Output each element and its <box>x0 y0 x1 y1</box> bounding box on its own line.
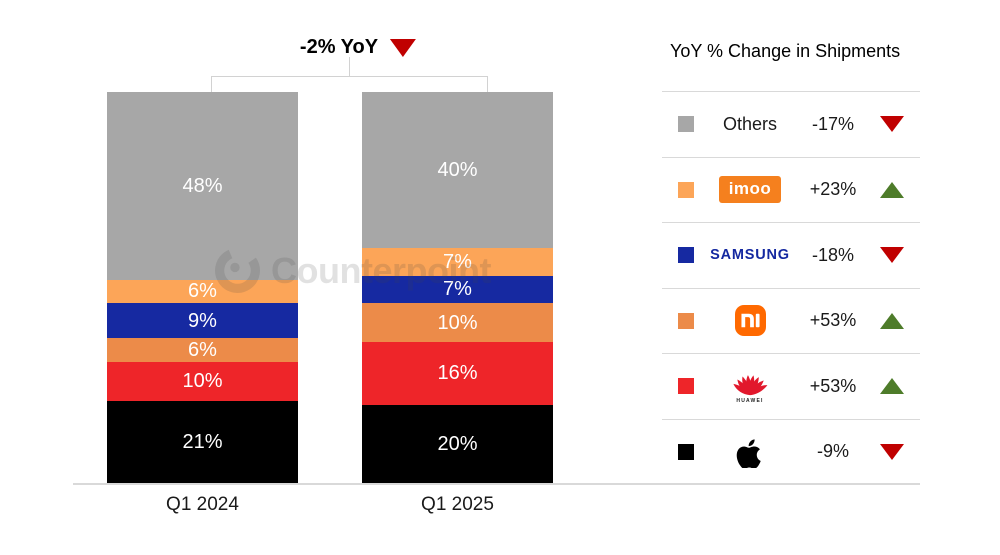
legend-row-others: Others -17% <box>662 91 920 157</box>
bar-segment-value: 7% <box>443 251 472 274</box>
bar-segment-apple: 21% <box>107 400 298 483</box>
bar-segment-value: 16% <box>437 362 478 385</box>
bar-segment-xiaomi: 6% <box>107 338 298 362</box>
huawei-logo: HUAWEI <box>732 369 768 404</box>
legend-swatch-samsung <box>678 247 694 264</box>
yoy-bracket-stub <box>349 57 350 76</box>
bar-segment-value: 10% <box>437 311 478 334</box>
bar-segment-samsung: 7% <box>362 275 553 304</box>
bar-segment-huawei: 10% <box>107 361 298 401</box>
yoy-change-value: -18% <box>811 244 855 265</box>
category-label-q1-2025: Q1 2025 <box>421 494 494 515</box>
imoo-logo: imoo <box>718 176 782 204</box>
bar-segment-value: 7% <box>443 278 472 301</box>
bar-segment-value: 9% <box>188 309 217 332</box>
bar-segment-value: 48% <box>182 174 223 197</box>
up-triangle-icon <box>880 378 904 395</box>
down-triangle-icon <box>880 116 904 133</box>
yoy-title-label: -2% YoY <box>299 36 379 58</box>
yoy-change-value: -9% <box>816 441 849 462</box>
up-triangle-icon <box>880 181 904 198</box>
yoy-change-value: +23% <box>809 179 857 200</box>
stacked-bar-q1-2025: 40% 7% 7% 10% 16% 20% <box>362 92 553 483</box>
yoy-bracket-horizontal <box>211 76 488 77</box>
legend-panel: Others -17% imoo +23% SAMSUNG -18% +53% HUAWE… <box>662 91 920 484</box>
down-triangle-icon <box>390 38 417 57</box>
x-axis-line <box>73 483 920 485</box>
huawei-wordmark: HUAWEI <box>736 397 764 404</box>
bar-segment-value: 40% <box>437 159 478 182</box>
legend-row-imoo: imoo +23% <box>662 156 920 223</box>
bar-segment-samsung: 9% <box>107 303 298 339</box>
bar-segment-value: 6% <box>188 280 217 303</box>
bar-segment-imoo: 6% <box>107 279 298 304</box>
yoy-bracket-left-leg <box>211 76 212 92</box>
legend-title: YoY % Change in Shipments <box>670 41 901 61</box>
bar-segment-xiaomi: 10% <box>362 303 553 343</box>
bar-segment-others: 48% <box>107 92 298 280</box>
bar-segment-others: 40% <box>362 92 553 249</box>
legend-swatch-apple <box>678 443 694 460</box>
legend-row-huawei: HUAWEI +53% <box>662 353 920 419</box>
bar-segment-value: 6% <box>188 339 217 362</box>
yoy-change-value: +53% <box>809 310 857 331</box>
down-triangle-icon <box>880 247 904 264</box>
bar-segment-huawei: 16% <box>362 342 553 405</box>
legend-swatch-huawei <box>678 378 694 395</box>
up-triangle-icon <box>880 312 904 329</box>
down-triangle-icon <box>880 443 904 460</box>
xiaomi-mi-logo <box>734 305 766 337</box>
bar-segment-value: 20% <box>437 432 478 455</box>
bar-segment-value: 10% <box>182 370 223 393</box>
legend-swatch-others <box>678 116 694 133</box>
yoy-bracket-right-leg <box>487 76 488 92</box>
others-label: Others <box>722 113 778 134</box>
bar-segment-value: 21% <box>182 430 223 453</box>
bar-segment-apple: 20% <box>362 404 553 483</box>
legend-swatch-xiaomi <box>678 312 694 329</box>
legend-row-samsung: SAMSUNG -18% <box>662 222 920 288</box>
yoy-change-value: -17% <box>811 113 855 134</box>
stacked-bar-q1-2024: 48% 6% 9% 6% 10% 21% <box>107 92 298 483</box>
samsung-logo: SAMSUNG <box>710 247 790 264</box>
legend-row-apple: -9% <box>662 418 920 485</box>
legend-swatch-imoo <box>678 181 694 198</box>
legend-row-xiaomi: +53% <box>662 287 920 354</box>
bar-segment-imoo: 7% <box>362 248 553 276</box>
apple-logo <box>734 436 766 468</box>
category-label-q1-2024: Q1 2024 <box>166 494 239 515</box>
yoy-change-value: +53% <box>809 375 857 396</box>
chart-yoy-title: -2% YoY <box>299 36 417 59</box>
